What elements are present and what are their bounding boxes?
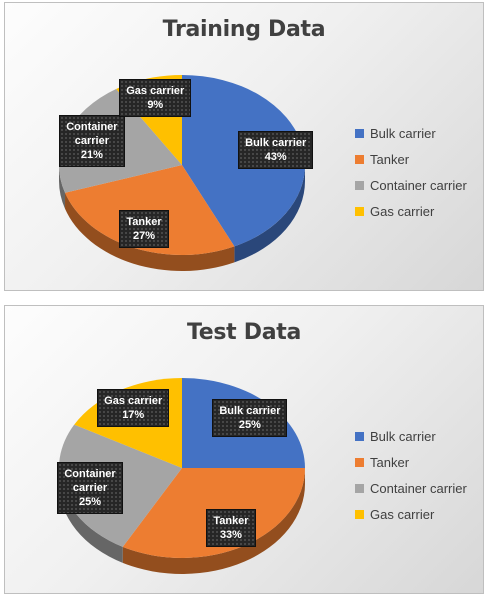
legend-swatch: [355, 431, 364, 441]
data-label-name: Tanker: [213, 515, 249, 528]
pie-side-tanker: [122, 468, 306, 575]
pie-slice-tanker: [65, 165, 235, 255]
data-label-percent: 27%: [133, 230, 156, 243]
data-label: Container carrier 21%: [59, 115, 125, 168]
legend-swatch: [355, 154, 364, 164]
legend-label: Tanker: [370, 151, 410, 167]
pie-side-tanker: [65, 192, 235, 271]
data-label: Tanker 33%: [206, 509, 256, 548]
legend-swatch: [355, 483, 364, 493]
pie-side-bulk-carrier: [234, 165, 305, 263]
chart-title: Test Data: [186, 320, 302, 345]
data-label-percent: 17%: [122, 408, 145, 421]
legend-swatch: [355, 457, 364, 467]
data-label-percent: 43%: [264, 150, 287, 163]
pie-side-container-carrier: [59, 165, 66, 209]
legend-label: Container carrier: [370, 177, 467, 193]
legend: Bulk carrier Tanker Container carrier Ga…: [355, 120, 467, 224]
legend-label: Container carrier: [370, 480, 467, 496]
legend-swatch: [355, 206, 364, 216]
pie-side-container-carrier: [58, 468, 123, 563]
legend-label: Bulk carrier: [370, 428, 436, 444]
data-label-name: Bulk carrier: [219, 405, 281, 418]
data-label: Bulk carrier 43%: [238, 130, 314, 169]
data-label: Gas carrier 17%: [97, 388, 170, 427]
legend-item: Tanker: [355, 449, 467, 475]
legend-swatch: [355, 509, 364, 519]
chart-title: Training Data: [162, 17, 326, 42]
data-label-name: Gas carrier: [104, 394, 163, 407]
data-label: Bulk carrier 25%: [212, 399, 288, 438]
legend-swatch: [355, 128, 364, 138]
legend-label: Bulk carrier: [370, 125, 436, 141]
data-label: Tanker 27%: [119, 210, 169, 249]
legend-label: Gas carrier: [370, 506, 435, 522]
legend-item: Container carrier: [355, 475, 467, 501]
legend-item: Gas carrier: [355, 198, 467, 224]
data-label-percent: 21%: [80, 149, 103, 162]
data-label-percent: 25%: [79, 495, 102, 508]
legend-label: Gas carrier: [370, 203, 435, 219]
data-label-name: Container carrier: [66, 121, 118, 148]
legend-item: Container carrier: [355, 172, 467, 198]
data-label-percent: 33%: [219, 529, 242, 542]
data-label-name: Container carrier: [64, 467, 116, 494]
legend: Bulk carrier Tanker Container carrier Ga…: [355, 423, 467, 527]
legend-item: Gas carrier: [355, 501, 467, 527]
legend-label: Tanker: [370, 454, 410, 470]
data-label-percent: 25%: [238, 419, 261, 432]
legend-item: Bulk carrier: [355, 120, 467, 146]
legend-item: Bulk carrier: [355, 423, 467, 449]
data-label-percent: 9%: [147, 98, 164, 111]
data-label-name: Bulk carrier: [245, 136, 307, 149]
test-chart-panel: Test Data Bulk carrier Tanker Container …: [4, 305, 484, 594]
data-label: Container carrier 25%: [57, 461, 123, 514]
data-label: Gas carrier 9%: [119, 78, 192, 117]
data-label-name: Tanker: [126, 216, 162, 229]
training-chart-panel: Training Data Bulk carrier Tanker Contai…: [4, 2, 484, 291]
data-label-name: Gas carrier: [126, 84, 185, 97]
legend-item: Tanker: [355, 146, 467, 172]
legend-swatch: [355, 180, 364, 190]
